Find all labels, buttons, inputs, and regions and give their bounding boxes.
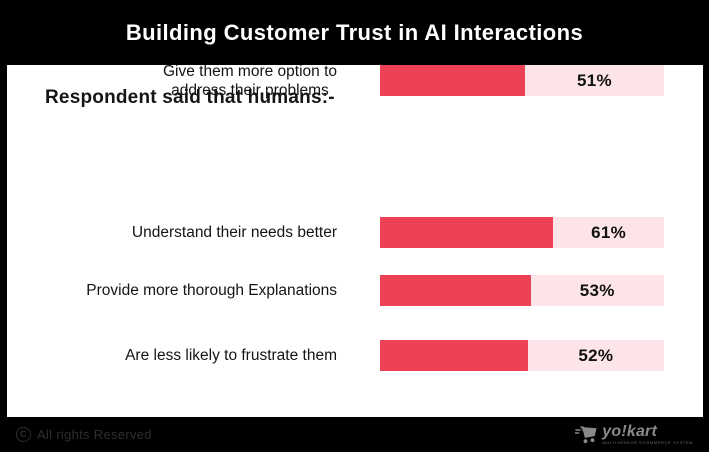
bar-track: 52% [380,340,664,371]
bar-value: 52% [578,345,614,365]
bar-fill [380,340,528,371]
page-title: Building Customer Trust in AI Interactio… [125,19,584,45]
bar-row: Are less likely to frustrate them 52% [7,340,703,371]
copyright-text: All rights Reserved [37,427,152,442]
logo-wordmark: yo!kart [602,422,658,440]
bar-fill [380,65,525,96]
yolkart-logo: yo!kart MULTIVENDOR ECOMMERCE SYSTEM [575,422,693,446]
bar-row: Understand their needs better 61% [7,217,703,248]
footer: C All rights Reserved yo!kart MULTIVENDO… [0,417,709,452]
shopping-cart-icon [575,425,597,443]
bar-label: Understand their needs better [131,224,337,241]
bar-row: Give them more option to address their p… [7,62,703,99]
bar-track: 61% [380,217,664,248]
bar-label: Provide more thorough Explanations [86,282,337,299]
bar-label: Are less likely to frustrate them [125,347,337,364]
bar-label: Give them more option to address their p… [162,62,337,99]
logo-tagline: MULTIVENDOR ECOMMERCE SYSTEM [602,440,693,446]
bar-value: 53% [579,280,615,300]
copyright-notice: C All rights Reserved [16,427,152,442]
bar-value: 51% [576,70,612,90]
bar-row: Provide more thorough Explanations 53% [7,275,703,306]
header: Building Customer Trust in AI Interactio… [0,0,709,65]
bar-track: 53% [380,275,664,306]
copyright-icon: C [16,427,31,442]
bar-fill [380,217,554,248]
bar-fill [380,275,531,306]
bar-track: 51% [380,65,664,96]
chart-subtitle: Respondent said that humans:- [45,87,335,108]
bar-value: 61% [591,222,627,242]
chart-panel: Respondent said that humans:- Understand… [7,62,703,417]
